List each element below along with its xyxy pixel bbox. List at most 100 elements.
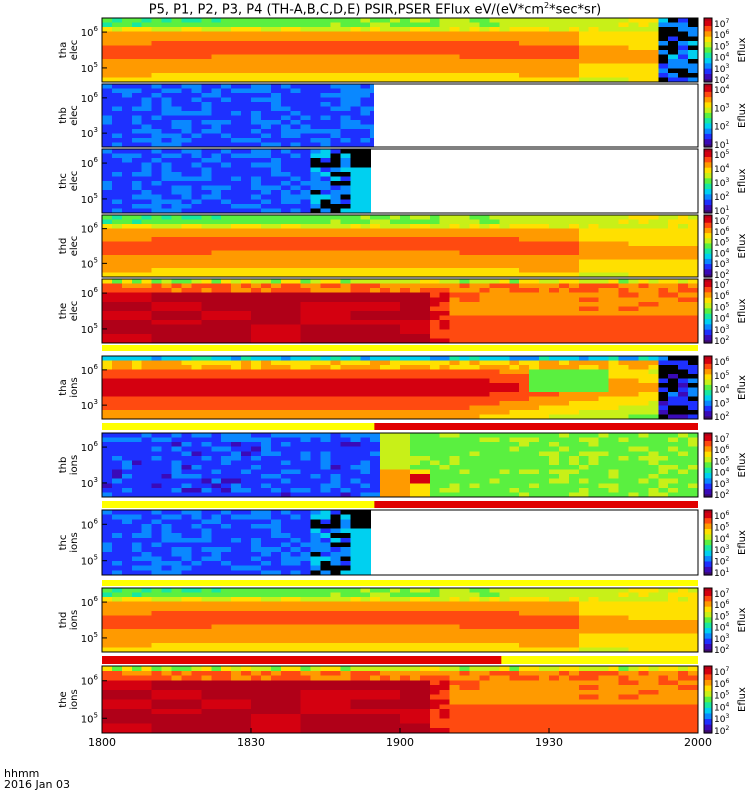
spectrogram-cell xyxy=(459,460,471,466)
colorbar-segment xyxy=(704,316,712,320)
spectrogram-cell xyxy=(151,387,163,393)
spectrogram-cell xyxy=(340,315,351,321)
spectrogram-cell xyxy=(658,414,669,420)
spectrogram-cell xyxy=(280,451,292,457)
spectrogram-cell xyxy=(310,77,322,83)
spectrogram-cell xyxy=(509,392,520,398)
spectrogram-cell xyxy=(608,360,620,366)
spectrogram-cell xyxy=(330,259,341,265)
spectrogram-cell xyxy=(658,315,669,321)
spectrogram-cell xyxy=(419,36,431,42)
spectrogram-cell xyxy=(280,68,292,74)
spectrogram-cell xyxy=(688,45,699,51)
spectrogram-cell xyxy=(519,288,530,294)
spectrogram-cell xyxy=(370,124,374,130)
spectrogram-cell xyxy=(400,283,411,289)
spectrogram-cell xyxy=(459,360,471,366)
spectrogram-cell xyxy=(360,492,371,498)
spectrogram-cell xyxy=(131,194,143,200)
spectrogram-cell xyxy=(191,469,202,475)
spectrogram-cell xyxy=(340,142,351,148)
spectrogram-cell xyxy=(320,106,332,112)
y-tick-base: 10 xyxy=(81,94,94,105)
spectrogram-cell xyxy=(221,442,232,448)
spectrogram-cell xyxy=(459,387,471,393)
spectrogram-cell xyxy=(320,306,332,312)
spectrogram-cell xyxy=(251,306,262,312)
spectrogram-cell xyxy=(449,77,461,83)
spectrogram-cell xyxy=(211,115,222,121)
spectrogram-cell xyxy=(489,259,500,265)
spectrogram-cell xyxy=(419,315,431,321)
spectrogram-cell xyxy=(539,414,550,420)
spectrogram-cell xyxy=(459,263,471,269)
spectrogram-cell xyxy=(608,392,620,398)
spectrogram-cell xyxy=(489,365,500,371)
spectrogram-cell xyxy=(558,279,570,285)
spectrogram-cell xyxy=(270,492,282,498)
spectrogram-cell xyxy=(320,272,332,278)
spectrogram-cell xyxy=(539,72,550,79)
spectrogram-cell xyxy=(121,272,133,278)
spectrogram-cell xyxy=(638,219,649,225)
spectrogram-cell xyxy=(648,279,659,285)
spectrogram-cell xyxy=(330,446,341,452)
spectrogram-cell xyxy=(429,474,441,480)
spectrogram-cell xyxy=(171,199,183,205)
spectrogram-cell xyxy=(111,115,123,121)
spectrogram-cell xyxy=(171,171,183,178)
spectrogram-cell xyxy=(409,288,421,294)
spectrogram-cell xyxy=(628,22,639,28)
spectrogram-cell xyxy=(489,301,500,308)
spectrogram-cell xyxy=(241,45,252,51)
spectrogram-cell xyxy=(558,401,570,407)
spectrogram-cell xyxy=(439,232,451,238)
spectrogram-cell xyxy=(241,320,252,326)
spectrogram-cell xyxy=(260,292,272,298)
spectrogram-cell xyxy=(658,268,669,274)
spectrogram-cell xyxy=(221,120,232,126)
spectrogram-cell xyxy=(171,72,183,79)
spectrogram-cell xyxy=(171,469,183,475)
spectrogram-cell xyxy=(380,405,391,411)
spectrogram-cell xyxy=(241,190,252,196)
spectrogram-cell xyxy=(270,162,282,168)
spectrogram-cell xyxy=(519,18,530,24)
spectrogram-cell xyxy=(300,474,312,480)
spectrogram-cell xyxy=(558,387,570,393)
spectrogram-cell xyxy=(519,63,530,69)
spectrogram-cell xyxy=(340,223,351,229)
spectrogram-cell xyxy=(429,279,441,285)
spectrogram-cell xyxy=(549,320,560,326)
spectrogram-cell xyxy=(429,329,441,335)
spectrogram-cell xyxy=(370,401,381,407)
spectrogram-cell xyxy=(558,369,570,375)
spectrogram-cell xyxy=(320,97,332,103)
spectrogram-cell xyxy=(479,288,490,294)
spectrogram-cell xyxy=(221,45,232,51)
colorbar-tick-exponent: 1 xyxy=(725,139,729,146)
spectrogram-cell xyxy=(320,442,332,448)
spectrogram-cell xyxy=(380,215,391,221)
spectrogram-cell xyxy=(598,59,610,65)
spectrogram-cell xyxy=(390,279,401,285)
spectrogram-cell xyxy=(539,315,550,321)
spectrogram-cell xyxy=(608,215,620,221)
spectrogram-cell xyxy=(370,369,381,375)
spectrogram-cell xyxy=(419,338,431,344)
spectrogram-cell xyxy=(419,297,431,303)
colorbar-segment xyxy=(704,115,712,119)
spectrogram-cell xyxy=(201,401,212,407)
spectrogram-cell xyxy=(181,469,192,475)
spectrogram-cell xyxy=(221,455,232,462)
spectrogram-cell xyxy=(658,18,669,24)
spectrogram-cell xyxy=(310,451,322,457)
spectrogram-cell xyxy=(320,45,332,51)
spectrogram-cell xyxy=(211,167,222,173)
spectrogram-cell xyxy=(181,446,192,452)
panel-frame xyxy=(101,83,699,148)
spectrogram-cell xyxy=(469,288,481,294)
spectrogram-cell xyxy=(419,324,431,330)
spectrogram-cell xyxy=(499,369,510,375)
spectrogram-cell xyxy=(241,338,252,344)
